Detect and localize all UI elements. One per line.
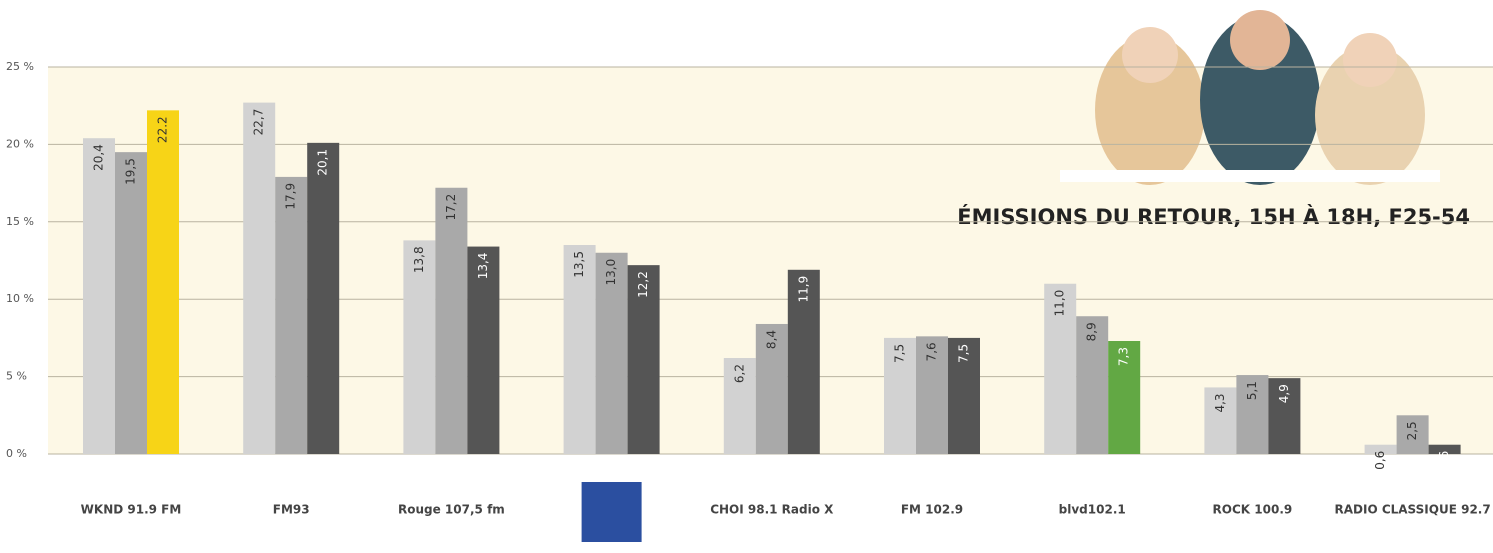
value-label: 4,3 (1213, 393, 1227, 412)
value-label: 19,5 (124, 158, 138, 185)
value-label: 0,6 (1437, 451, 1451, 470)
y-tick-label: 15 % (6, 215, 34, 228)
value-label: 22.2 (156, 116, 170, 143)
bar (563, 245, 596, 454)
y-tick-label: 10 % (6, 292, 34, 305)
x-tick-label: FM 102.9 (901, 503, 963, 517)
value-label: 12,2 (636, 271, 650, 298)
bar (723, 358, 756, 454)
value-label: 0,6 (1373, 451, 1387, 470)
value-label: 7,6 (925, 342, 939, 361)
bar (435, 187, 468, 454)
value-label: 4,9 (1277, 384, 1291, 403)
bar (147, 110, 179, 455)
value-label: 20,4 (92, 144, 106, 171)
bar (755, 323, 788, 454)
value-label: 11,9 (796, 276, 810, 303)
bar (1396, 415, 1429, 454)
x-tick-label: CHOI 98.1 Radio X (710, 503, 834, 517)
bar (948, 337, 980, 454)
x-tick-label: ROCK 100.9 (1213, 503, 1293, 517)
bar (275, 176, 308, 454)
value-label: 8,9 (1085, 322, 1099, 341)
bar (1428, 444, 1461, 454)
bar (627, 265, 660, 454)
bar (115, 152, 147, 454)
logo (581, 482, 642, 542)
x-tick-label: RADIO CLASSIQUE 92.7 (1334, 503, 1490, 517)
bar (884, 337, 916, 454)
x-tick-label: FM93 (273, 503, 310, 517)
photo (1060, 10, 1440, 185)
bar (243, 102, 276, 454)
bar (916, 336, 948, 454)
bar (1044, 283, 1077, 454)
bar (467, 246, 500, 454)
bar (1236, 375, 1269, 454)
x-tick-label: blvd102.1 (1059, 503, 1126, 517)
value-label: 2,5 (1405, 421, 1419, 440)
value-label: 17,9 (284, 183, 298, 210)
value-label: 7,3 (1117, 347, 1131, 366)
bar (403, 240, 436, 454)
bar (1268, 378, 1301, 454)
bar (1108, 340, 1141, 454)
bar (1364, 444, 1397, 454)
bar (1076, 316, 1109, 454)
bar (83, 138, 115, 454)
bar (595, 252, 628, 454)
chart-title: ÉMISSIONS DU RETOUR, 15H À 18H, F25-54 (957, 204, 1470, 229)
value-label: 13,5 (572, 251, 586, 278)
value-label: 20,1 (316, 149, 330, 176)
value-label: 17,2 (444, 194, 458, 221)
value-label: 8,4 (764, 330, 778, 349)
value-label: 13,4 (476, 253, 490, 280)
bar (1204, 387, 1237, 454)
y-tick-label: 20 % (6, 137, 34, 150)
value-label: 7,5 (893, 344, 907, 363)
value-label: 11,0 (1053, 290, 1067, 317)
value-label: 13,0 (604, 259, 618, 286)
value-label: 22,7 (252, 109, 266, 136)
y-tick-label: 0 % (6, 447, 27, 460)
y-tick-label: 5 % (6, 370, 27, 383)
value-label: 13,8 (412, 246, 426, 273)
y-tick-label: 25 % (6, 60, 34, 73)
bar (787, 269, 820, 454)
x-tick-label: Rouge 107,5 fm (398, 503, 505, 517)
value-label: 6,2 (732, 364, 746, 383)
bar (307, 142, 340, 455)
value-label: 5,1 (1245, 381, 1259, 400)
value-label: 7,5 (957, 344, 971, 363)
x-tick-label: WKND 91.9 FM (81, 503, 182, 517)
